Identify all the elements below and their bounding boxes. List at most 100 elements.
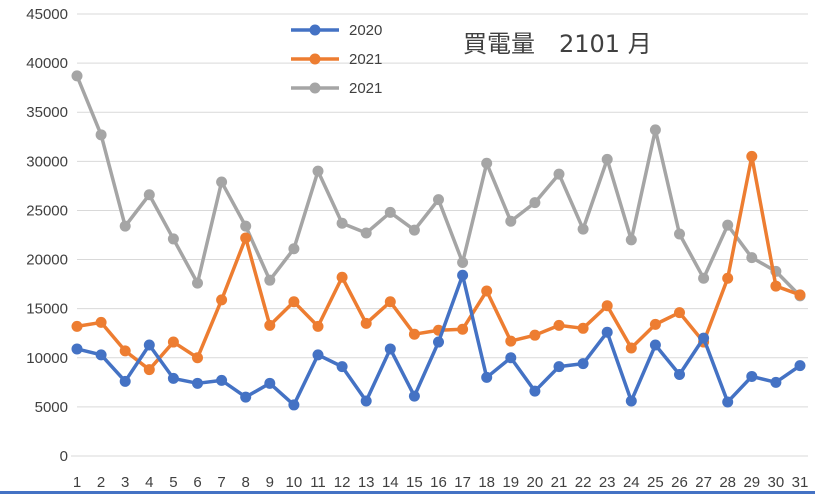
x-tick-label: 22 bbox=[575, 474, 592, 491]
data-point bbox=[384, 343, 396, 355]
data-point bbox=[601, 326, 613, 338]
chart-title: 買電量 2101 月 bbox=[463, 30, 652, 58]
data-point bbox=[143, 364, 155, 376]
data-point bbox=[722, 272, 734, 284]
data-point bbox=[95, 129, 107, 141]
y-tick-label: 15000 bbox=[26, 301, 68, 318]
data-point bbox=[360, 317, 372, 329]
data-point bbox=[553, 361, 565, 373]
x-tick-label: 31 bbox=[792, 474, 809, 491]
x-tick-label: 15 bbox=[406, 474, 423, 491]
data-point bbox=[794, 360, 806, 372]
y-tick-label: 40000 bbox=[26, 55, 68, 72]
data-point bbox=[625, 234, 637, 246]
data-point bbox=[312, 165, 324, 177]
data-point bbox=[384, 206, 396, 218]
data-point bbox=[577, 358, 589, 370]
y-tick-label: 5000 bbox=[35, 399, 68, 416]
data-point bbox=[71, 70, 83, 82]
y-tick-label: 20000 bbox=[26, 252, 68, 269]
x-tick-label: 6 bbox=[193, 474, 201, 491]
data-point bbox=[71, 343, 83, 355]
data-point bbox=[71, 320, 83, 332]
data-point bbox=[167, 336, 179, 348]
data-point bbox=[505, 352, 517, 364]
legend-label: 2020 bbox=[349, 22, 382, 39]
data-point bbox=[408, 328, 420, 340]
x-tick-label: 11 bbox=[310, 474, 326, 491]
data-point bbox=[577, 322, 589, 334]
data-point bbox=[336, 271, 348, 283]
data-point bbox=[288, 399, 300, 411]
data-point bbox=[601, 153, 613, 165]
x-tick-label: 13 bbox=[358, 474, 375, 491]
data-point bbox=[457, 269, 469, 281]
data-point bbox=[95, 349, 107, 361]
data-point bbox=[722, 396, 734, 408]
x-tick-label: 29 bbox=[743, 474, 760, 491]
legend: 2020 2021 2021 bbox=[291, 22, 382, 97]
x-tick-label: 27 bbox=[695, 474, 712, 491]
data-point bbox=[240, 220, 252, 232]
x-tick-label: 8 bbox=[242, 474, 250, 491]
data-point bbox=[674, 228, 685, 240]
data-point bbox=[698, 272, 710, 284]
data-point bbox=[433, 336, 444, 348]
data-point bbox=[216, 294, 228, 306]
data-point bbox=[312, 320, 324, 332]
data-point bbox=[481, 371, 493, 383]
x-tick-label: 12 bbox=[334, 474, 351, 491]
data-point bbox=[794, 289, 806, 301]
data-point bbox=[360, 227, 372, 239]
data-point bbox=[649, 124, 661, 136]
data-point bbox=[481, 285, 493, 297]
data-point bbox=[264, 377, 276, 389]
y-tick-label: 0 bbox=[60, 448, 68, 465]
data-point bbox=[746, 370, 758, 382]
data-point bbox=[746, 252, 758, 264]
data-point bbox=[577, 223, 589, 235]
x-tick-label: 7 bbox=[217, 474, 225, 491]
legend-swatch-marker bbox=[309, 53, 321, 65]
data-point bbox=[457, 257, 469, 269]
data-point bbox=[216, 176, 228, 188]
x-tick-label: 23 bbox=[599, 474, 616, 491]
data-point bbox=[529, 329, 541, 341]
data-point bbox=[216, 374, 228, 386]
x-tick-label: 19 bbox=[502, 474, 519, 491]
x-tick-label: 2 bbox=[97, 474, 105, 491]
data-point bbox=[746, 150, 758, 162]
data-point bbox=[481, 157, 493, 169]
x-tick-label: 4 bbox=[145, 474, 153, 491]
legend-label: 2021 bbox=[349, 51, 382, 68]
data-point bbox=[192, 377, 203, 389]
x-tick-label: 9 bbox=[266, 474, 274, 491]
data-point bbox=[264, 319, 276, 331]
y-tick-label: 25000 bbox=[26, 202, 68, 219]
data-point bbox=[240, 232, 252, 244]
data-point bbox=[529, 197, 541, 209]
data-point bbox=[674, 307, 685, 319]
data-point bbox=[674, 368, 685, 380]
x-tick-label: 20 bbox=[527, 474, 544, 491]
series-group bbox=[71, 70, 806, 411]
data-point bbox=[192, 352, 203, 364]
data-point bbox=[167, 233, 179, 245]
data-point bbox=[649, 339, 661, 351]
x-tick-label: 18 bbox=[478, 474, 495, 491]
x-tick-label: 3 bbox=[121, 474, 129, 491]
series-line bbox=[75, 74, 802, 298]
x-tick-label: 28 bbox=[719, 474, 736, 491]
data-point bbox=[336, 217, 348, 229]
x-tick-label: 24 bbox=[623, 474, 640, 491]
data-point bbox=[722, 219, 734, 231]
data-point bbox=[433, 194, 444, 206]
data-point bbox=[192, 277, 203, 289]
x-tick-label: 5 bbox=[169, 474, 177, 491]
data-point bbox=[553, 319, 565, 331]
x-tick-label: 10 bbox=[286, 474, 303, 491]
data-point bbox=[167, 372, 179, 384]
data-point bbox=[529, 385, 541, 397]
